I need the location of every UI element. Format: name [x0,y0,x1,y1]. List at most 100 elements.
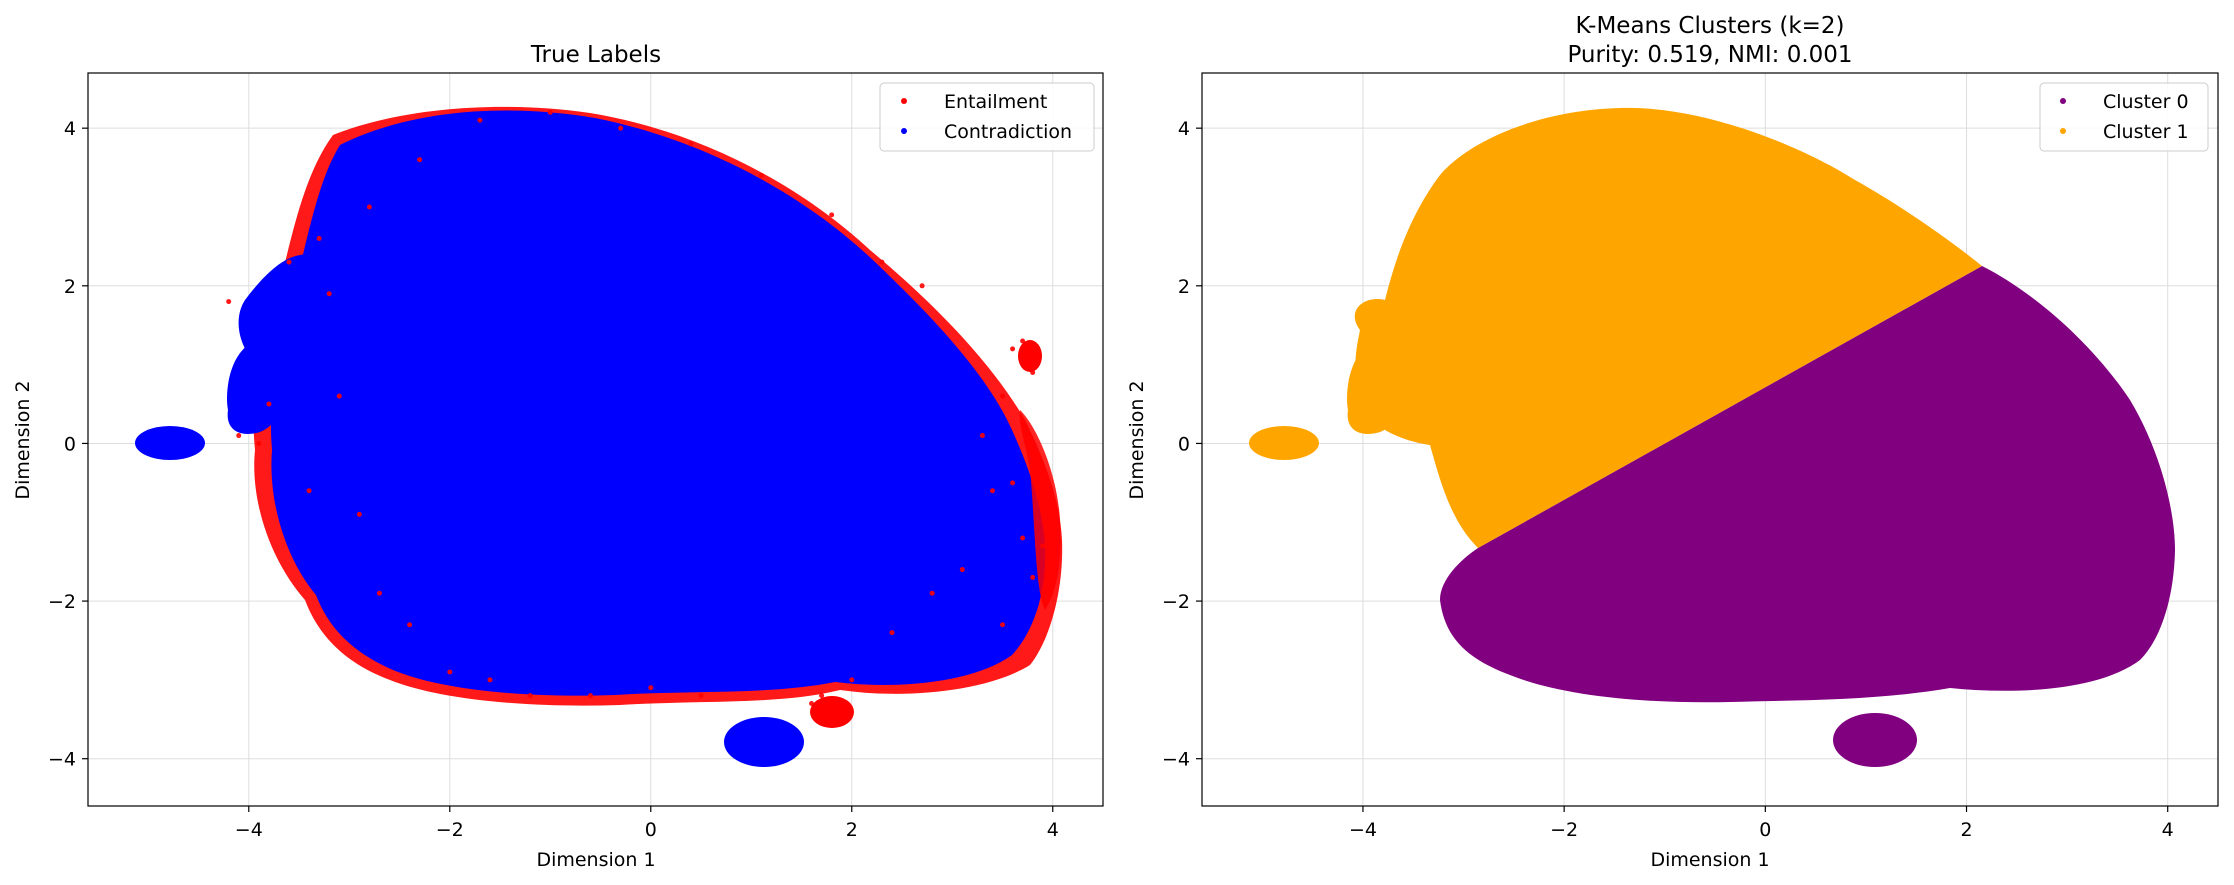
contradiction-left-lobe [238,254,335,442]
left-x-axis-label: Dimension 1 [536,849,655,871]
right-y-tick-label: 4 [1178,118,1190,140]
right-legend-box [2039,82,2209,152]
right-ticks: −4 −2 0 2 4 −4 −2 0 2 4 [1162,118,2174,841]
data-point [929,590,935,596]
right-x-tick-label: −4 [1349,819,1377,841]
left-plot-area [135,106,1063,767]
data-point [1030,370,1036,376]
right-plot-area [1249,107,2175,767]
data-point [487,677,493,683]
data-point [407,622,413,628]
left-x-tick-label: −2 [436,819,464,841]
right-y-tick-label: −4 [1162,749,1190,771]
data-point [366,204,372,210]
right-y-tick-label: −2 [1162,591,1190,613]
left-legend-box [879,82,1095,152]
data-point [286,259,292,265]
left-ticks: −4 −2 0 2 4 −4 −2 0 2 4 [48,118,1059,841]
data-point [648,685,654,691]
legend-label-contradiction: Contradiction [944,121,1072,143]
data-point [618,125,624,131]
legend-label-cluster-0: Cluster 0 [2103,91,2189,113]
right-x-tick-label: 4 [2162,819,2174,841]
right-title: K-Means Clusters (k=2) [1575,13,1844,39]
entailment-right-island [1018,340,1042,372]
data-point [919,283,925,289]
entailment-bottom-blob [810,696,854,728]
data-point [809,701,815,707]
data-point [1000,622,1006,628]
data-point [266,401,272,407]
data-point [698,693,704,699]
data-point [527,693,533,699]
cluster-1-left-lobe [1347,345,1407,434]
left-y-axis-label: Dimension 2 [12,380,34,499]
data-point [417,157,423,163]
legend-marker-cluster-1 [2060,128,2066,134]
entailment-right-band [1019,410,1061,610]
data-point [758,172,764,178]
data-point [356,511,362,517]
data-point [256,440,262,446]
right-y-tick-label: 2 [1178,276,1190,298]
data-point [979,433,985,439]
left-x-tick-label: 2 [846,819,858,841]
data-point [879,259,885,265]
left-y-tick-label: 0 [64,433,76,455]
data-point [306,488,312,494]
data-point [1020,535,1026,541]
right-y-tick-label: 0 [1178,433,1190,455]
right-x-tick-label: −2 [1550,819,1578,841]
data-point [889,630,895,636]
cluster-0-region [1440,266,2175,703]
left-title: True Labels [530,42,661,68]
left-x-tick-label: −4 [235,819,263,841]
legend-marker-entailment [901,98,907,104]
data-point [226,299,232,305]
data-point [1030,574,1036,580]
cluster-1-outlier-island [1249,426,1319,460]
data-point [316,236,322,242]
data-point [1010,346,1016,352]
left-legend: Entailment Contradiction [879,82,1095,152]
right-x-tick-label: 0 [1759,819,1771,841]
data-point [1000,393,1006,399]
panel-true-labels: −4 −2 0 2 4 −4 −2 0 2 4 True Labels Dimension 1 D… [12,42,1104,871]
data-point [829,716,835,722]
left-y-tick-label: 4 [64,118,76,140]
legend-marker-contradiction [901,128,907,134]
right-x-axis-label: Dimension 1 [1650,849,1769,871]
data-point [1040,543,1046,549]
right-y-axis-label: Dimension 2 [1126,380,1148,499]
right-x-tick-label: 2 [1960,819,1972,841]
data-point [587,693,593,699]
data-point [376,590,382,596]
data-point [1020,338,1026,344]
data-point [819,693,825,699]
legend-marker-cluster-0 [2060,98,2066,104]
right-subtitle: Purity: 0.519, NMI: 0.001 [1567,42,1852,68]
contradiction-main-region [270,110,1046,696]
data-point [829,212,835,218]
cluster-1-region [1354,107,1982,548]
data-point [447,669,453,675]
contradiction-bottom-lobe [724,717,804,767]
right-legend: Cluster 0 Cluster 1 [2039,82,2209,152]
data-point [849,677,855,683]
data-point [959,567,965,573]
left-axes-frame [87,72,1104,807]
left-y-tick-label: 2 [64,276,76,298]
entailment-scatter-points [226,109,1046,722]
panel-kmeans: −4 −2 0 2 4 −4 −2 0 2 4 K-Means Clusters (k=2) Pu… [1126,13,2219,871]
data-point [547,109,553,115]
contradiction-far-left-lobe [227,345,287,434]
right-axes-frame [1201,72,2219,807]
data-point [336,393,342,399]
data-point [326,291,332,297]
left-y-tick-label: −4 [48,749,76,771]
data-point [688,141,694,147]
left-y-tick-label: −2 [48,591,76,613]
data-point [236,433,242,439]
legend-label-cluster-1: Cluster 1 [2103,121,2189,143]
